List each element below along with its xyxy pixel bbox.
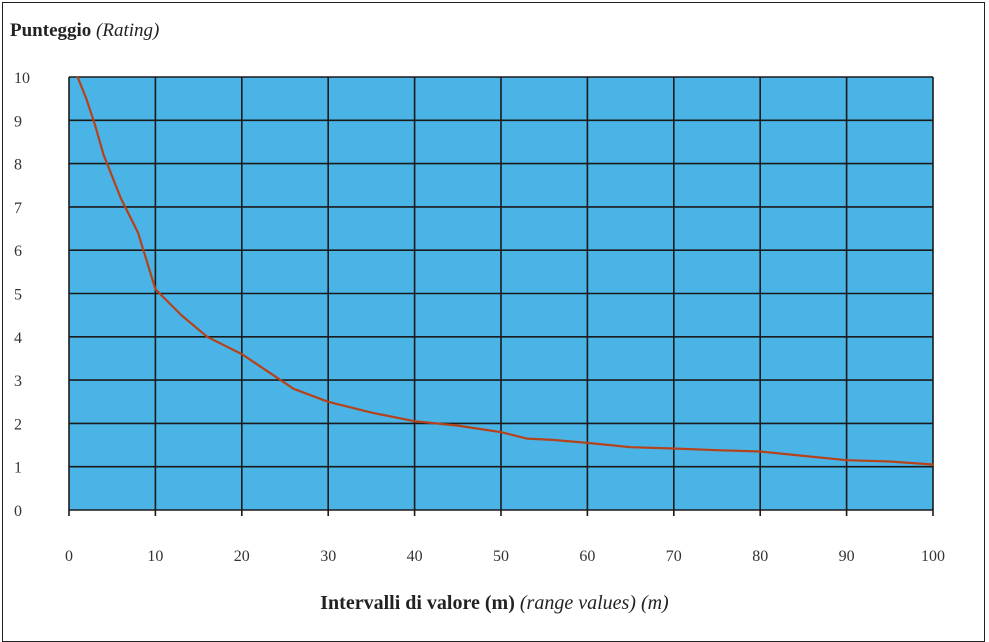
series-layer <box>76 75 935 466</box>
x-tick-label-10: 10 <box>147 548 163 565</box>
y-tick-label-9: 9 <box>14 113 22 130</box>
x-tick-label-100: 100 <box>921 548 945 565</box>
y-tick-label-5: 5 <box>14 287 22 304</box>
y-tick-label-7: 7 <box>14 200 22 217</box>
tick-labels: 0 10 20 30 40 50 60 70 80 90 100 0 1 2 3 4 5 6 7 8 9 10 <box>14 70 945 565</box>
x-tick-label-0: 0 <box>65 548 73 565</box>
y-tick-label-0: 0 <box>14 503 22 520</box>
x-tick-label-20: 20 <box>234 548 250 565</box>
x-tick-label-80: 80 <box>752 548 768 565</box>
x-tick-label-90: 90 <box>839 548 855 565</box>
chart: 0 10 20 30 40 50 60 70 80 90 100 0 1 2 3 4 5 6 7 8 9 10 <box>14 70 945 565</box>
x-tick-label-50: 50 <box>493 548 509 565</box>
x-tick-label-70: 70 <box>666 548 682 565</box>
y-tick-label-10: 10 <box>14 70 30 87</box>
y-tick-label-2: 2 <box>14 416 22 433</box>
x-tick-label-60: 60 <box>579 548 595 565</box>
x-tick-label-40: 40 <box>407 548 423 565</box>
y-tick-label-8: 8 <box>14 157 22 174</box>
y-tick-label-6: 6 <box>14 243 22 260</box>
grid <box>68 76 934 516</box>
y-tick-label-1: 1 <box>14 460 22 477</box>
series-line-0 <box>76 75 935 466</box>
y-axis-title: Punteggio (Rating) <box>10 20 160 41</box>
y-tick-label-4: 4 <box>14 330 22 347</box>
x-tick-label-30: 30 <box>320 548 336 565</box>
x-axis-title: Intervalli di valore (m) (range values) … <box>320 592 669 614</box>
y-tick-label-3: 3 <box>14 373 22 390</box>
